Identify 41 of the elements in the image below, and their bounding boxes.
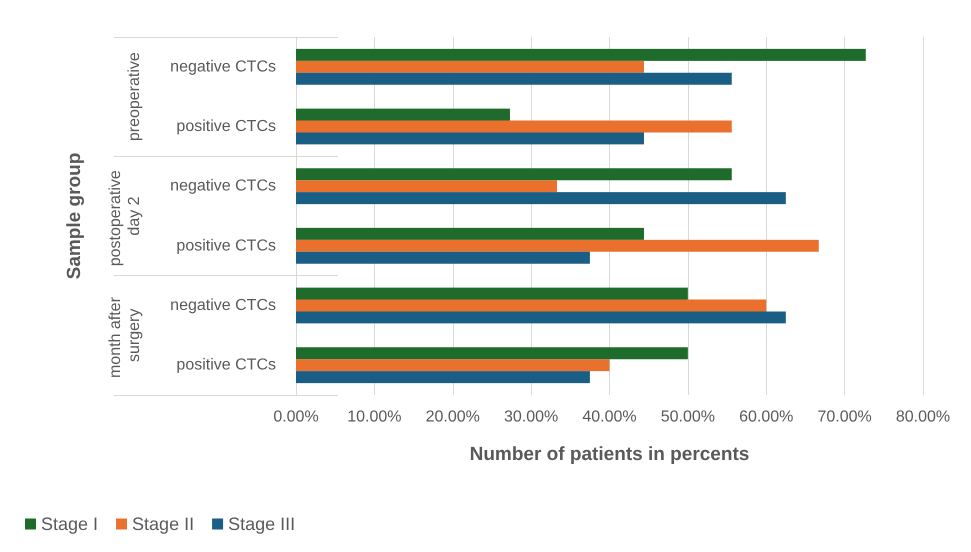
bar	[296, 192, 786, 204]
y-tick-label: negative CTCs	[170, 58, 276, 76]
bar	[296, 371, 590, 384]
bar	[296, 168, 732, 180]
bar	[296, 288, 688, 300]
bar	[296, 108, 510, 121]
legend-label: Stage I	[41, 514, 98, 534]
legend-label: Stage II	[132, 514, 194, 534]
x-tick-label: 0.00%	[273, 408, 319, 426]
bar	[296, 180, 557, 192]
bar	[296, 252, 590, 264]
bar	[296, 240, 819, 252]
y-tick-label: positive CTCs	[176, 356, 276, 374]
x-tick-label: 50.00%	[660, 408, 716, 426]
x-axis-title: Number of patients in percents	[470, 444, 750, 465]
text: postoperative day 2	[107, 166, 143, 266]
bar	[296, 120, 732, 132]
x-tick-label: 40.00%	[582, 408, 637, 426]
y-axis-title: Sample group	[64, 152, 85, 280]
bar	[296, 48, 866, 61]
text: month after surgery	[107, 292, 143, 378]
bar	[296, 60, 644, 73]
bar	[296, 228, 644, 240]
bar	[296, 359, 610, 372]
y-tick-label: negative CTCs	[170, 297, 276, 314]
y-tick-label: negative CTCs	[170, 178, 276, 195]
y-tick-label: positive CTCs	[176, 118, 276, 135]
x-tick-label: 10.00%	[347, 408, 402, 426]
y-tick-label: positive CTCs	[176, 237, 276, 254]
x-tick-label: 70.00%	[817, 408, 872, 426]
bar	[296, 347, 688, 360]
bar	[296, 300, 766, 312]
bar	[296, 72, 732, 85]
legend-label: Stage III	[228, 514, 296, 534]
x-tick-label: 80.00%	[896, 408, 950, 426]
x-tick-label: 20.00%	[426, 408, 480, 426]
x-tick-label: 30.00%	[504, 408, 558, 426]
text: preoperative	[126, 52, 143, 142]
bar	[296, 311, 786, 324]
bar	[296, 132, 644, 144]
x-tick-label: 60.00%	[739, 408, 794, 426]
